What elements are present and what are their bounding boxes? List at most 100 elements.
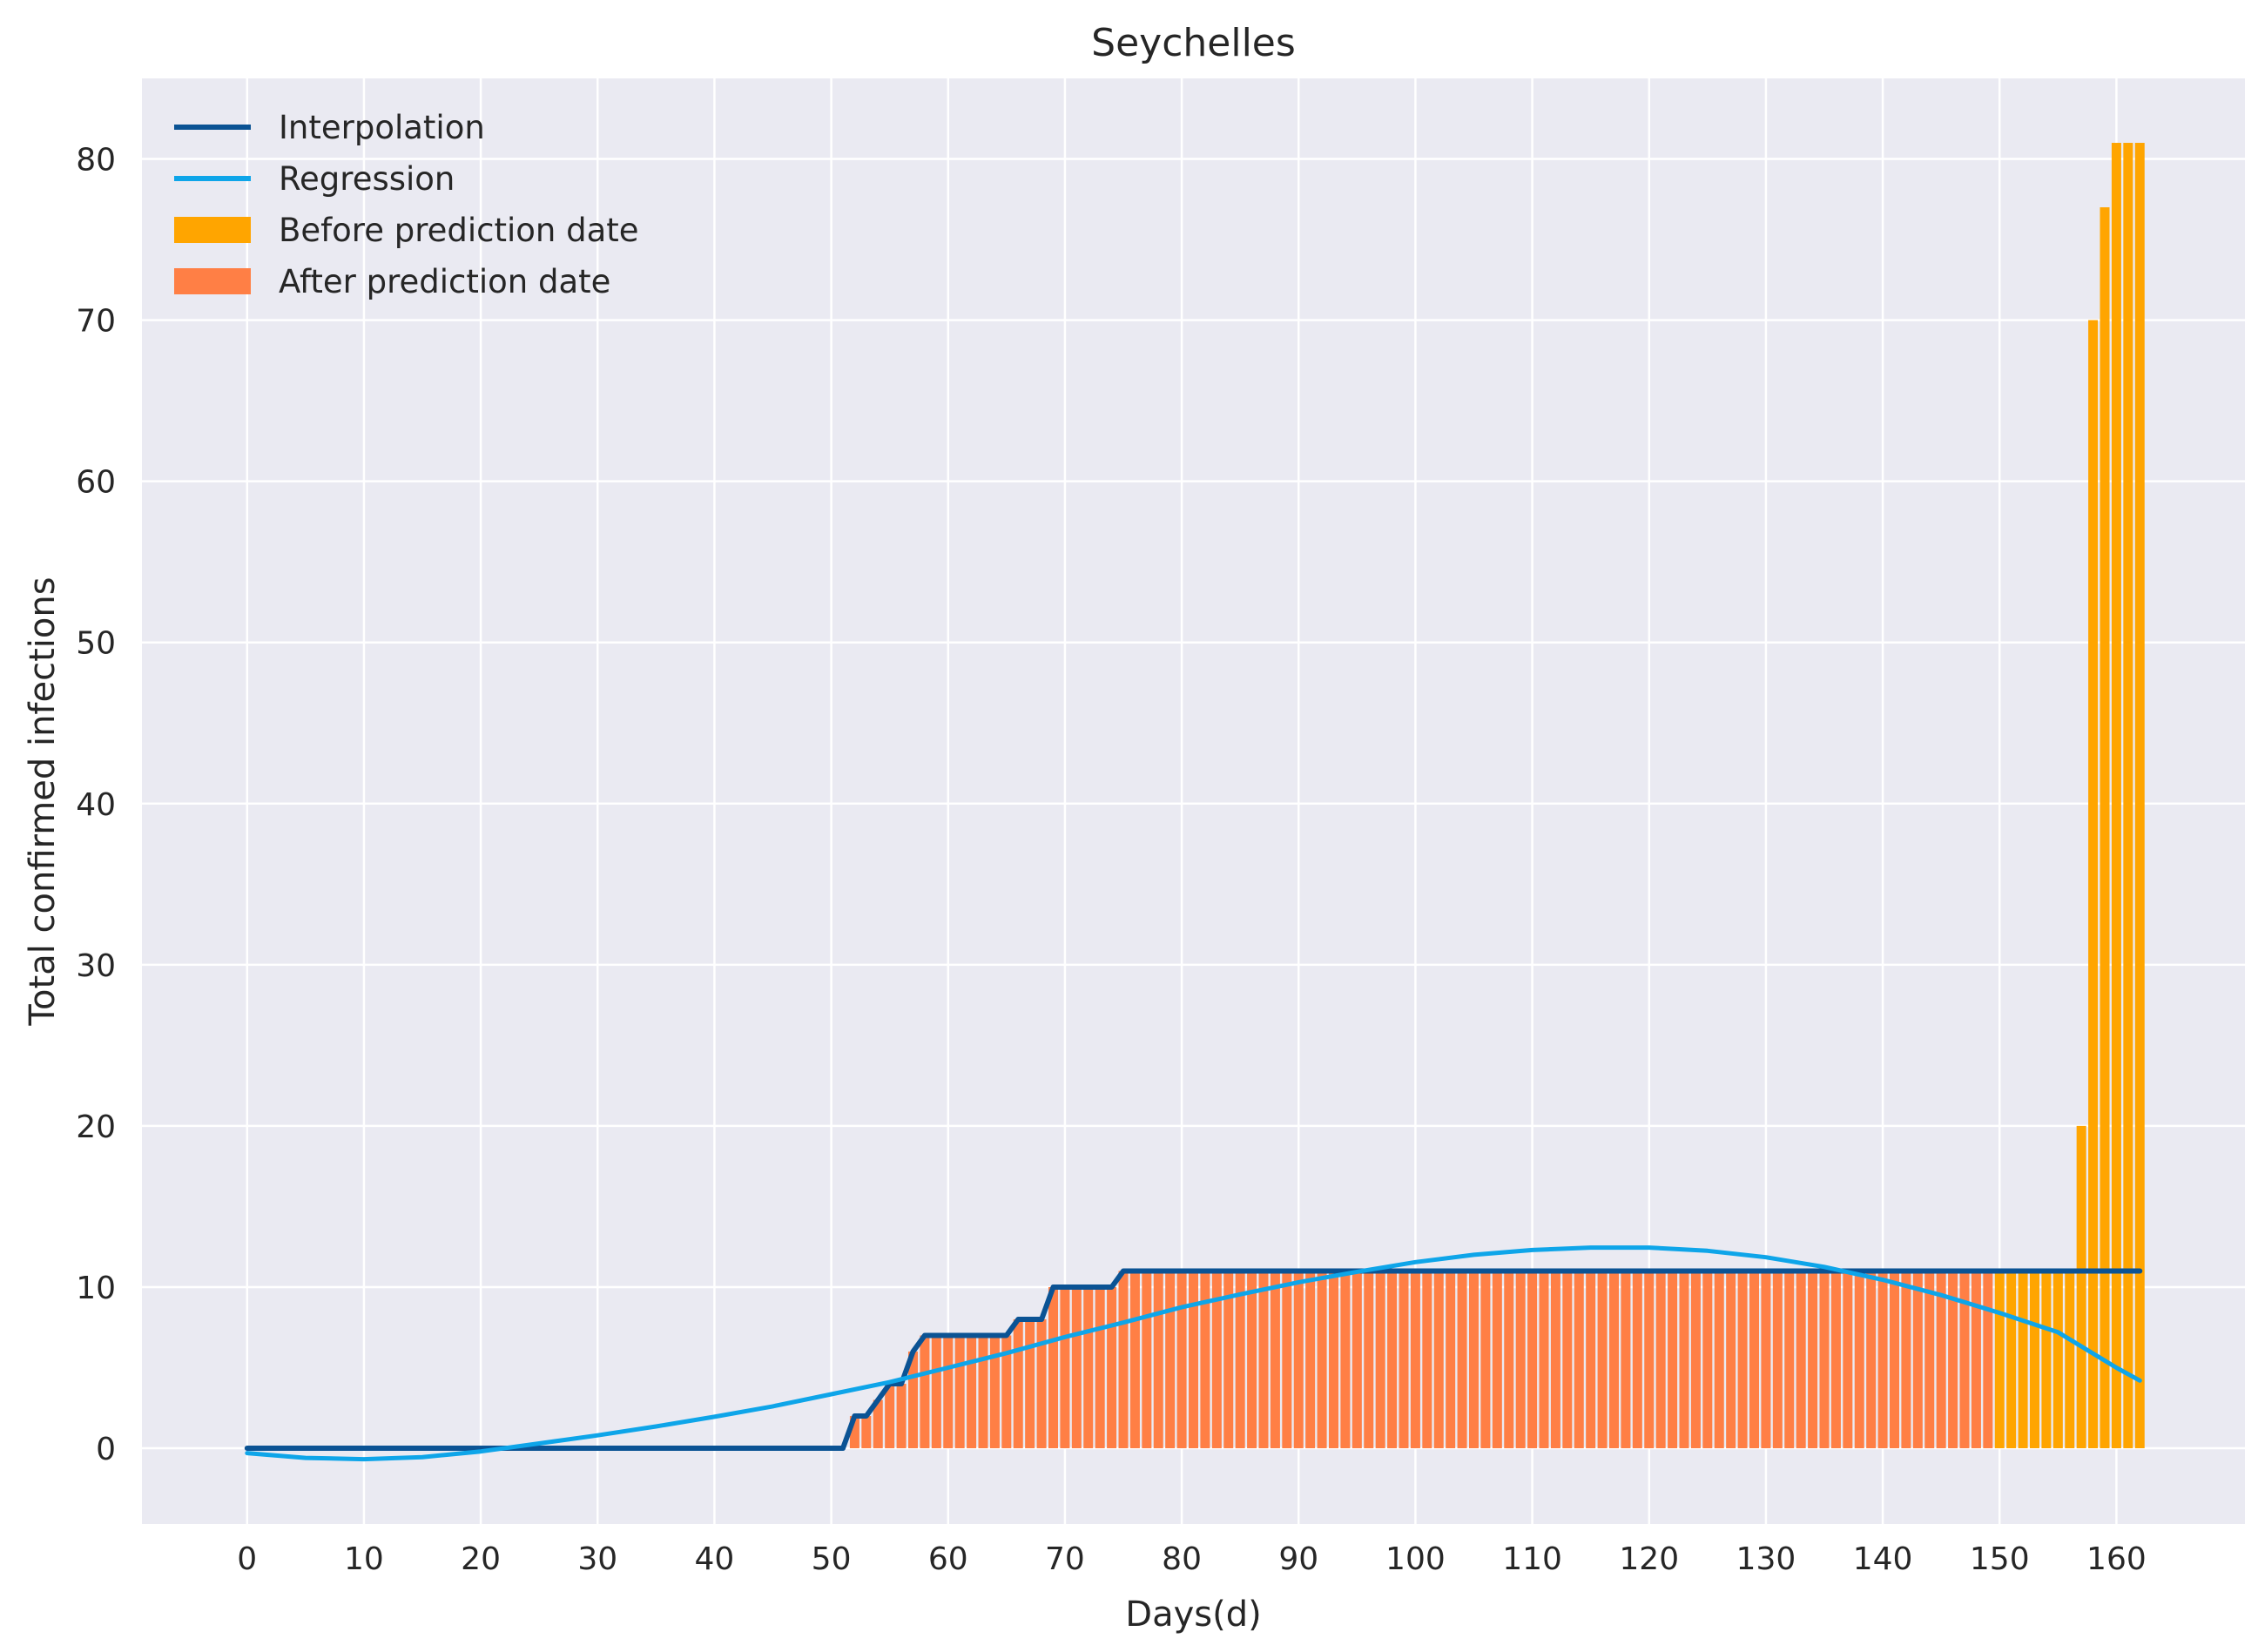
bar-after [1702,1271,1713,1449]
bar-after [1586,1271,1596,1449]
bar-after [1574,1271,1584,1449]
y-tick-label: 0 [96,1432,116,1467]
y-tick-label: 10 [76,1271,116,1306]
bar-after [1608,1271,1620,1449]
bar-after [1550,1271,1560,1449]
bar-after [1118,1271,1129,1449]
bar-after [1188,1271,1199,1449]
y-tick-label: 60 [76,465,116,501]
bar-after [967,1335,977,1449]
interpolation-line [244,1268,2143,1451]
x-tick-label: 50 [812,1541,852,1577]
legend: Interpolation Regression Before prediction… [174,109,639,300]
bar-after [1013,1318,1023,1449]
y-tick-label: 80 [76,143,116,179]
bar-after [1854,1271,1864,1449]
bar-after [896,1383,907,1449]
bar-after [1527,1271,1538,1449]
bar-after [1153,1271,1163,1449]
bar-after [931,1335,941,1449]
bar-after [1048,1286,1059,1449]
bar-after [1679,1271,1689,1449]
bar-after [1107,1286,1117,1449]
bars-before-prediction [1994,143,2145,1449]
x-tick-label: 0 [237,1541,257,1577]
bar-after [1340,1271,1351,1449]
x-tick-label: 160 [2086,1541,2147,1577]
bar-after [885,1383,895,1449]
chart-title: Seychelles [1091,21,1296,65]
bar-after [1328,1271,1339,1449]
regression-line [245,1245,2142,1462]
bar-after [1095,1286,1105,1449]
y-tick-label: 70 [76,304,116,340]
bar-after [1912,1271,1923,1449]
bar-after [861,1416,872,1449]
legend-label-after: After prediction date [279,263,610,300]
bar-after [1492,1271,1502,1449]
bar-after [989,1335,1000,1449]
bar-after [943,1335,954,1449]
bar-after [1983,1271,1993,1449]
bar-after [1737,1271,1748,1449]
bar-after [1877,1271,1888,1449]
bar-before [2088,320,2099,1449]
x-tick-label: 110 [1502,1541,1562,1577]
bar-after [907,1351,919,1449]
bar-after [954,1335,965,1449]
bar-before [2065,1271,2075,1449]
bar-after [1235,1271,1245,1449]
bar-after [1597,1271,1608,1449]
bar-after [1387,1271,1398,1449]
x-tick-label: 10 [344,1541,384,1577]
bar-after [1480,1271,1491,1449]
bar-after [1714,1271,1724,1449]
bar-after [1399,1271,1409,1449]
bar-after [1784,1271,1795,1449]
bars-after-prediction [849,1271,1993,1449]
bar-after [1644,1271,1655,1449]
bar-after [1749,1271,1760,1449]
bar-after [1247,1271,1257,1449]
bar-after [1422,1271,1432,1449]
x-tick-label: 130 [1736,1541,1796,1577]
bar-after [1446,1271,1456,1449]
bar-after [1866,1271,1877,1449]
y-tick-label: 20 [76,1109,116,1145]
bar-after [1959,1271,1970,1449]
bar-after [1060,1286,1070,1449]
bar-after [1083,1286,1094,1449]
before-legend-swatch [174,217,251,243]
bar-after [1668,1271,1678,1449]
bar-after [1772,1271,1783,1449]
bar-before [2006,1271,2017,1449]
bar-after [1819,1271,1830,1449]
bar-after [1176,1271,1187,1449]
bar-after [1200,1271,1210,1449]
bar-after [920,1335,930,1449]
bar-after [1515,1271,1526,1449]
x-tick-label: 70 [1045,1541,1085,1577]
bar-after [1165,1271,1176,1449]
x-axis-label: Days(d) [1125,1595,1261,1635]
bar-before [2134,143,2145,1449]
bar-after [1843,1271,1853,1449]
after-legend-swatch [174,268,251,294]
bar-after [1924,1271,1935,1449]
bar-after [1690,1271,1701,1449]
x-tick-labels: 0 10 20 30 40 50 60 70 80 90 100 110 120 130 140 150 160 [237,1541,2146,1577]
bar-after [1282,1271,1292,1449]
x-tick-label: 90 [1278,1541,1318,1577]
bar-after [1901,1271,1911,1449]
bar-before [2018,1271,2028,1449]
bar-after [849,1416,859,1449]
x-tick-label: 120 [1619,1541,1679,1577]
bar-after [1129,1271,1140,1449]
bar-before [2029,1271,2040,1449]
bar-after [1655,1271,1666,1449]
bar-after [1036,1318,1047,1449]
bar-after [1258,1271,1269,1449]
bar-after [1001,1335,1012,1449]
bar-before [2123,143,2133,1449]
